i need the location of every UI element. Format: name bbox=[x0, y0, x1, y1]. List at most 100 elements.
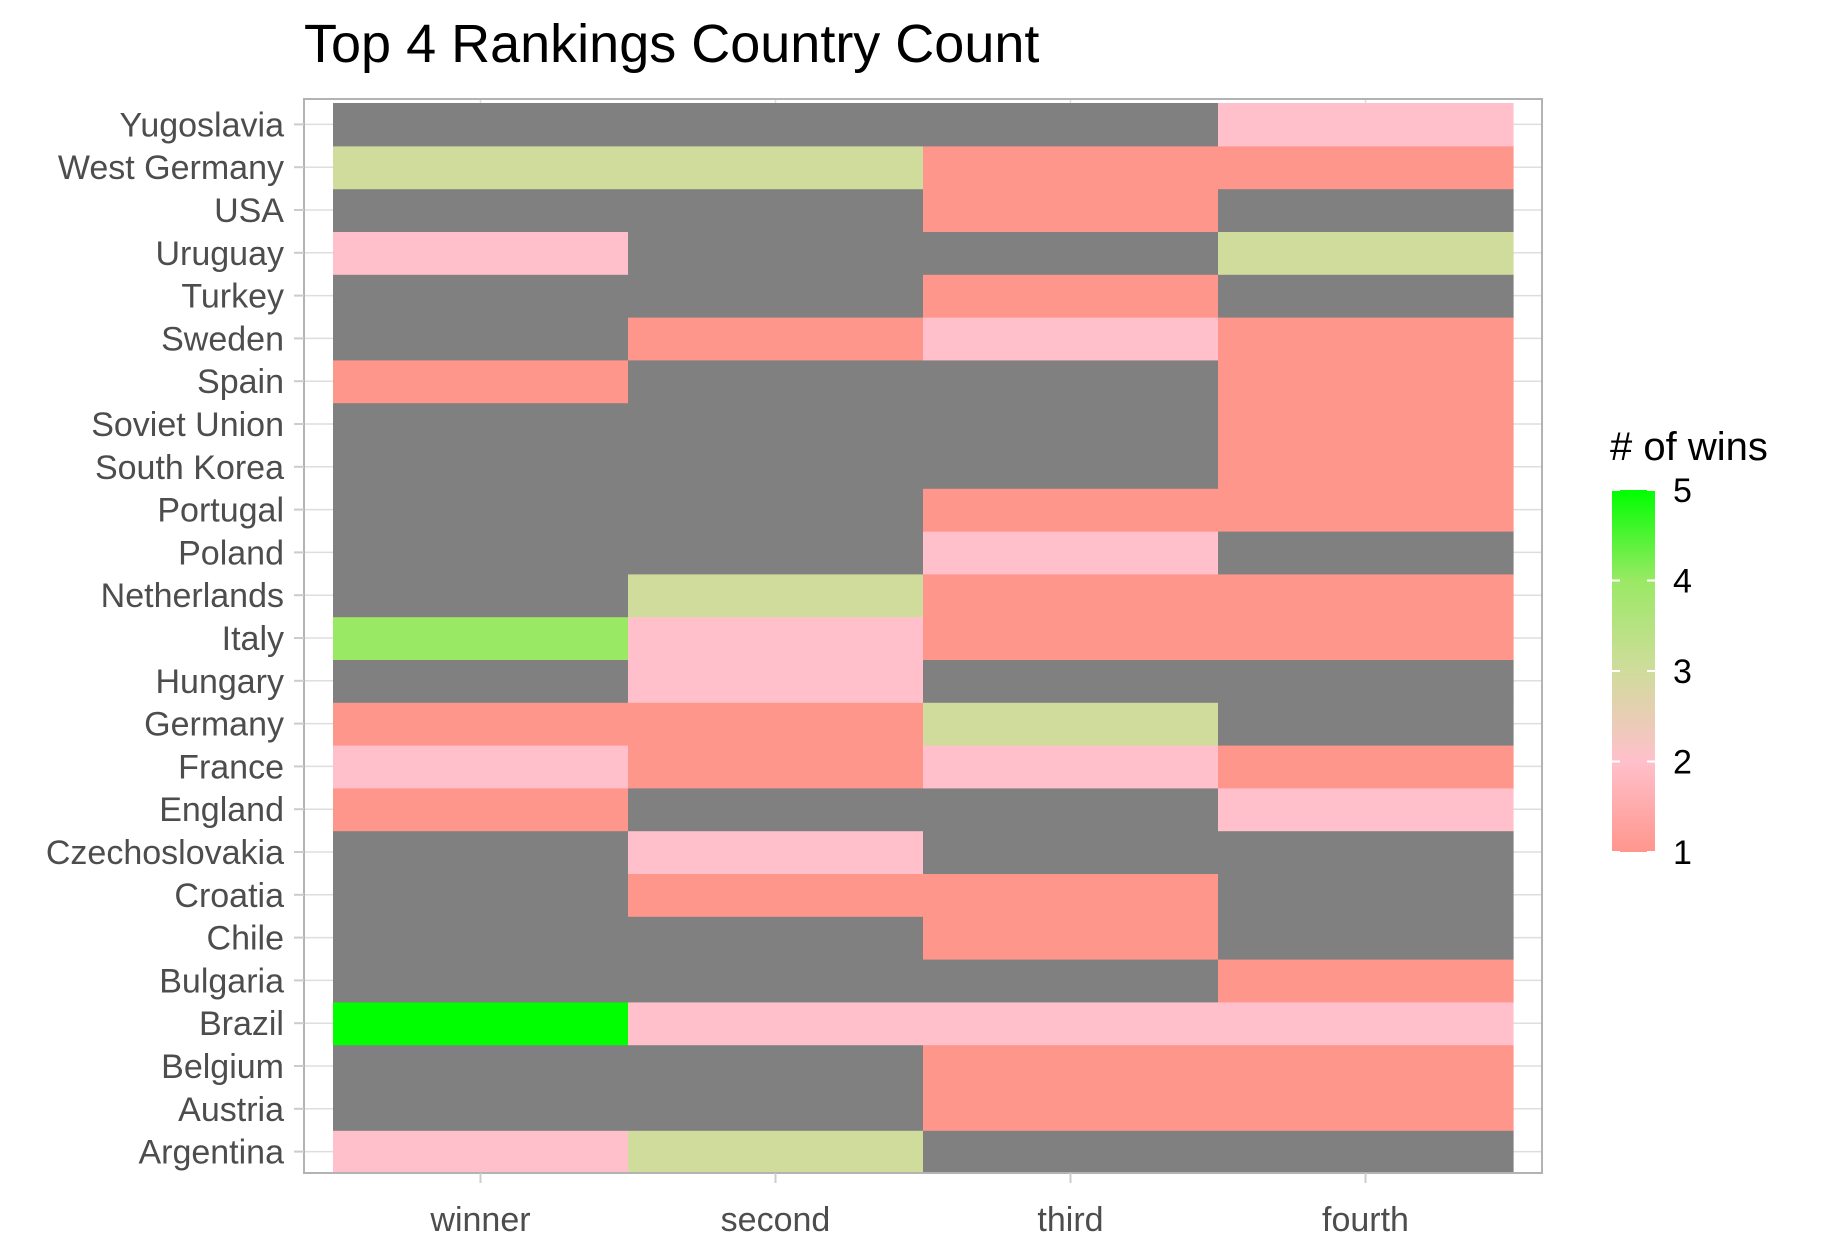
heatmap-cell-argentina-second bbox=[628, 1130, 924, 1174]
y-tick-label-sweden: Sweden bbox=[161, 320, 284, 358]
heatmap-cell-italy-fourth bbox=[1218, 616, 1514, 660]
heatmap-cell-soviet-union-second bbox=[628, 402, 924, 446]
heatmap-cell-hungary-second bbox=[628, 659, 924, 703]
legend-title: # of wins bbox=[1610, 425, 1768, 469]
y-tick-label-bulgaria: Bulgaria bbox=[159, 962, 284, 1000]
heatmap-cell-england-third bbox=[923, 787, 1219, 832]
heatmap-cell-chile-fourth bbox=[1218, 916, 1514, 960]
heatmap-cell-argentina-third bbox=[923, 1130, 1219, 1174]
heatmap-cell-italy-third bbox=[923, 616, 1219, 660]
heatmap-cell-west-germany-winner bbox=[333, 145, 629, 190]
x-tick-label-second: second bbox=[721, 1201, 831, 1239]
heatmap-cell-south-korea-second bbox=[628, 445, 924, 489]
y-tick-label-germany: Germany bbox=[144, 706, 284, 744]
heatmap-cell-chile-second bbox=[628, 916, 924, 960]
y-tick-label-belgium: Belgium bbox=[161, 1048, 284, 1086]
y-tick-label-england: England bbox=[159, 791, 284, 829]
heatmap-cell-turkey-second bbox=[628, 274, 924, 318]
heatmap-cell-portugal-fourth bbox=[1218, 488, 1514, 532]
heatmap-cell-austria-winner bbox=[333, 1087, 629, 1131]
heatmap-cell-czechoslovakia-winner bbox=[333, 830, 629, 874]
heatmap-cell-brazil-third bbox=[923, 1001, 1219, 1046]
heatmap-cell-austria-third bbox=[923, 1087, 1219, 1131]
y-tick-label-portugal: Portugal bbox=[157, 492, 284, 530]
y-tick-label-spain: Spain bbox=[197, 363, 284, 401]
heatmap-cell-poland-third bbox=[923, 531, 1219, 575]
heatmap-cell-bulgaria-second bbox=[628, 959, 924, 1003]
y-tick-label-netherlands: Netherlands bbox=[101, 577, 284, 615]
y-tick-label-czechoslovakia: Czechoslovakia bbox=[46, 834, 284, 872]
heatmap-cell-belgium-fourth bbox=[1218, 1044, 1514, 1088]
heatmap-cell-west-germany-third bbox=[923, 145, 1219, 190]
heatmap-cell-yugoslavia-winner bbox=[333, 103, 629, 147]
heatmap-cell-brazil-second bbox=[628, 1001, 924, 1046]
heatmap-cell-yugoslavia-fourth bbox=[1218, 103, 1514, 147]
y-tick-label-yugoslavia: Yugoslavia bbox=[120, 106, 285, 144]
heatmap-cell-sweden-third bbox=[923, 317, 1219, 361]
heatmap-cell-croatia-winner bbox=[333, 873, 629, 917]
heatmap-cell-hungary-winner bbox=[333, 659, 629, 703]
heatmap-cell-netherlands-second bbox=[628, 573, 924, 618]
heatmap-cell-germany-third bbox=[923, 702, 1219, 746]
heatmap-cell-netherlands-fourth bbox=[1218, 573, 1514, 618]
heatmap-cell-germany-fourth bbox=[1218, 702, 1514, 746]
heatmap-cell-bulgaria-fourth bbox=[1218, 959, 1514, 1003]
heatmap-cell-usa-winner bbox=[333, 188, 629, 232]
heatmap-cell-france-winner bbox=[333, 745, 629, 789]
heatmap-cell-west-germany-second bbox=[628, 145, 924, 190]
heatmap-cell-bulgaria-winner bbox=[333, 959, 629, 1003]
heatmap-cells bbox=[333, 103, 1514, 1174]
heatmap-cell-uruguay-winner bbox=[333, 231, 629, 275]
heatmap-cell-portugal-third bbox=[923, 488, 1219, 532]
heatmap-cell-netherlands-winner bbox=[333, 573, 629, 618]
heatmap-cell-belgium-third bbox=[923, 1044, 1219, 1088]
heatmap-cell-uruguay-fourth bbox=[1218, 231, 1514, 275]
y-tick-label-brazil: Brazil bbox=[199, 1005, 284, 1043]
y-tick-label-turkey: Turkey bbox=[181, 278, 284, 316]
heatmap-cell-brazil-fourth bbox=[1218, 1001, 1514, 1046]
heatmap-cell-england-fourth bbox=[1218, 787, 1514, 832]
heatmap-cell-sweden-winner bbox=[333, 317, 629, 361]
heatmap-cell-italy-second bbox=[628, 616, 924, 660]
heatmap-cell-spain-third bbox=[923, 359, 1219, 404]
heatmap-cell-hungary-fourth bbox=[1218, 659, 1514, 703]
legend-label-1: 1 bbox=[1673, 834, 1692, 872]
heatmap-cell-france-fourth bbox=[1218, 745, 1514, 789]
heatmap-cell-south-korea-winner bbox=[333, 445, 629, 489]
heatmap-cell-soviet-union-winner bbox=[333, 402, 629, 446]
heatmap-cell-usa-fourth bbox=[1218, 188, 1514, 232]
heatmap-cell-yugoslavia-second bbox=[628, 103, 924, 147]
y-tick-label-croatia: Croatia bbox=[174, 877, 284, 915]
heatmap-cell-turkey-fourth bbox=[1218, 274, 1514, 318]
heatmap-cell-yugoslavia-third bbox=[923, 103, 1219, 147]
legend-label-2: 2 bbox=[1673, 744, 1692, 782]
heatmap-cell-croatia-second bbox=[628, 873, 924, 917]
heatmap-cell-czechoslovakia-fourth bbox=[1218, 830, 1514, 874]
heatmap-cell-turkey-third bbox=[923, 274, 1219, 318]
y-tick-label-uruguay: Uruguay bbox=[155, 235, 284, 273]
heatmap-cell-spain-fourth bbox=[1218, 359, 1514, 404]
heatmap-cell-spain-second bbox=[628, 359, 924, 404]
heatmap-cell-usa-second bbox=[628, 188, 924, 232]
heatmap-cell-czechoslovakia-third bbox=[923, 830, 1219, 874]
heatmap-cell-germany-winner bbox=[333, 702, 629, 746]
heatmap-cell-uruguay-second bbox=[628, 231, 924, 275]
heatmap-cell-poland-winner bbox=[333, 531, 629, 575]
heatmap-cell-soviet-union-third bbox=[923, 402, 1219, 446]
heatmap-cell-uruguay-third bbox=[923, 231, 1219, 275]
y-axis: Argentina Austria Belgium Brazil Bulgaria Chi… bbox=[46, 106, 304, 1172]
heatmap-cell-croatia-fourth bbox=[1218, 873, 1514, 917]
heatmap-cell-argentina-winner bbox=[333, 1130, 629, 1174]
heatmap-cell-usa-third bbox=[923, 188, 1219, 232]
heatmap-cell-bulgaria-third bbox=[923, 959, 1219, 1003]
y-tick-label-west-germany: West Germany bbox=[58, 149, 284, 187]
x-tick-label-winner: winner bbox=[429, 1201, 530, 1239]
x-tick-label-third: third bbox=[1037, 1201, 1103, 1239]
heatmap-cell-croatia-third bbox=[923, 873, 1219, 917]
x-axis: winner second third fourth bbox=[429, 1173, 1409, 1239]
legend-label-5: 5 bbox=[1673, 472, 1692, 510]
heatmap-cell-czechoslovakia-second bbox=[628, 830, 924, 874]
heatmap-cell-england-winner bbox=[333, 787, 629, 832]
